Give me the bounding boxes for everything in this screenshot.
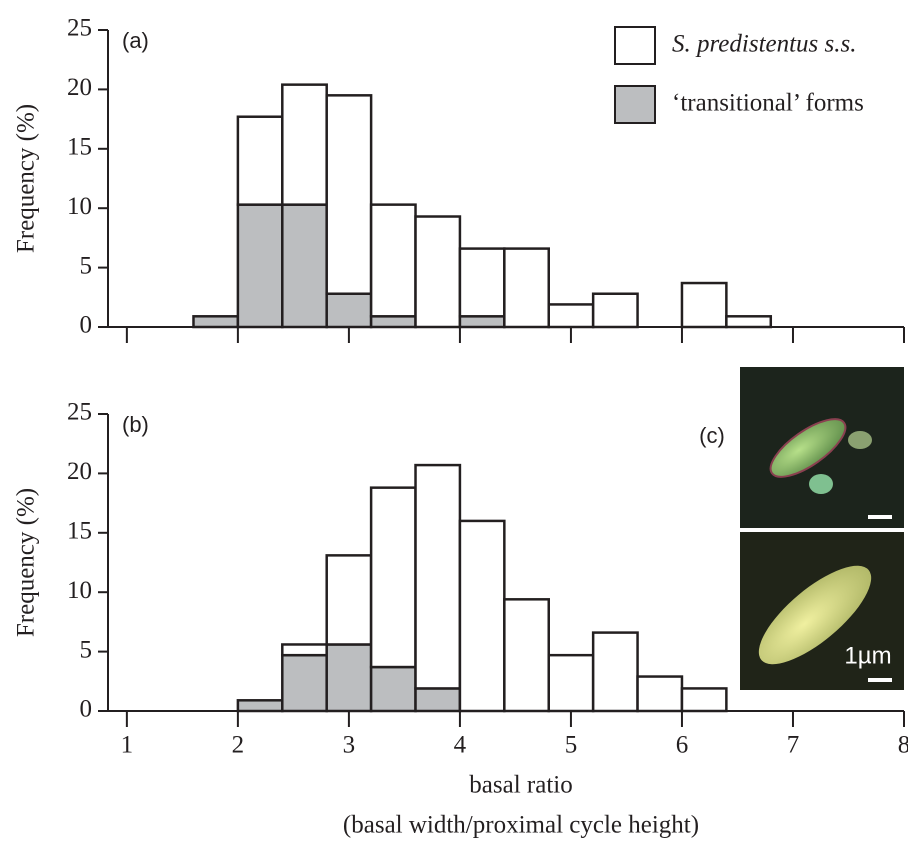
bar bbox=[503, 247, 550, 329]
y-tick-label: 10 bbox=[67, 193, 92, 220]
x-tick-label: 1 bbox=[121, 732, 134, 759]
bar bbox=[547, 653, 595, 713]
y-tick-label: 20 bbox=[67, 458, 92, 485]
bar bbox=[192, 315, 240, 329]
bar bbox=[636, 675, 684, 713]
y-tick-label: 0 bbox=[80, 312, 93, 339]
bar bbox=[414, 215, 462, 329]
bar bbox=[547, 303, 595, 329]
y-tick-label: 5 bbox=[80, 252, 93, 279]
x-tick-label: 6 bbox=[676, 732, 689, 759]
bar bbox=[369, 665, 417, 713]
bar bbox=[369, 203, 417, 318]
bar bbox=[503, 598, 550, 713]
y-tick-label: 5 bbox=[80, 636, 93, 663]
bar bbox=[281, 653, 328, 713]
y-tick-label: 20 bbox=[67, 74, 92, 101]
panel-label: (a) bbox=[122, 28, 149, 53]
legend-swatch bbox=[614, 85, 656, 124]
bar bbox=[281, 83, 328, 206]
legend-label: ‘transitional’ forms bbox=[672, 90, 864, 117]
legend-label: S. predistentus s.s. bbox=[672, 31, 857, 58]
bar bbox=[414, 687, 462, 713]
bar bbox=[325, 554, 373, 646]
bar bbox=[458, 315, 506, 329]
inset-label: (c) bbox=[699, 423, 725, 448]
bar bbox=[236, 699, 284, 713]
bar bbox=[325, 292, 373, 329]
bar bbox=[458, 247, 506, 318]
bar bbox=[236, 115, 284, 206]
scale-label: 1µm bbox=[844, 642, 891, 669]
bar bbox=[591, 631, 639, 713]
legend-swatch bbox=[614, 26, 656, 65]
bar bbox=[414, 463, 462, 690]
panel-label: (b) bbox=[122, 412, 149, 437]
y-tick-label: 10 bbox=[67, 577, 92, 604]
bar bbox=[281, 643, 328, 657]
x-tick-label: 8 bbox=[898, 732, 908, 759]
y-tick-label: 25 bbox=[67, 399, 92, 426]
bar bbox=[725, 315, 773, 329]
x-tick-label: 2 bbox=[232, 732, 245, 759]
x-tick-label: 4 bbox=[454, 732, 467, 759]
bar bbox=[325, 643, 373, 713]
bar bbox=[236, 203, 284, 329]
x-tick-label: 3 bbox=[343, 732, 356, 759]
bar bbox=[369, 486, 417, 669]
y-tick-label: 15 bbox=[67, 134, 92, 161]
bar bbox=[680, 281, 728, 329]
y-tick-label: 0 bbox=[80, 696, 93, 723]
bar bbox=[591, 292, 639, 329]
y-axis-label: Frequency (%) bbox=[13, 104, 40, 253]
x-tick-label: 5 bbox=[565, 732, 578, 759]
x-axis-label: (basal width/proximal cycle height) bbox=[343, 812, 699, 839]
bar bbox=[281, 203, 328, 329]
y-tick-label: 15 bbox=[67, 518, 92, 545]
x-axis-label: basal ratio bbox=[469, 772, 572, 799]
inset-photo bbox=[740, 367, 904, 690]
bar bbox=[458, 519, 506, 713]
x-tick-label: 7 bbox=[787, 732, 800, 759]
bar bbox=[680, 687, 728, 713]
bar bbox=[325, 94, 373, 295]
y-axis-label: Frequency (%) bbox=[13, 488, 40, 637]
bar bbox=[369, 315, 417, 329]
y-tick-label: 25 bbox=[67, 15, 92, 42]
